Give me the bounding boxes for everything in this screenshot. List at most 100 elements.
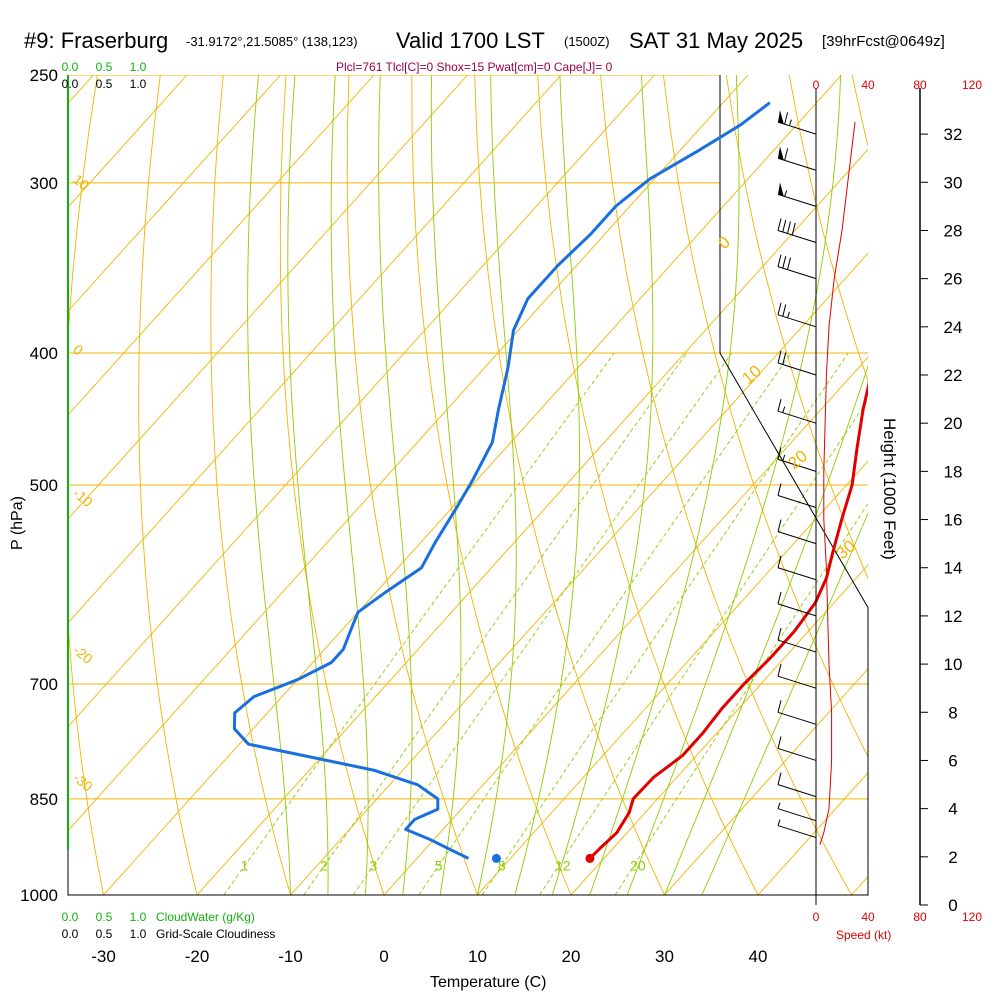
wind-barb (777, 110, 817, 135)
wind-barb-feather (777, 736, 782, 749)
wind-barb-feather (782, 304, 787, 317)
wind-barb-feather (777, 483, 782, 496)
mixing-ratio-label: 2 (320, 858, 328, 874)
wind-barb (777, 447, 817, 472)
pressure-tick-label: 500 (30, 476, 58, 495)
wind-barb-staff (777, 711, 817, 725)
pressure-tick-label: 1000 (20, 886, 58, 905)
wind-barb-staff (777, 362, 817, 376)
mixing-ratio-line (614, 502, 868, 895)
height-tick-label: 10 (944, 655, 963, 674)
pressure-tick-label: 850 (30, 790, 58, 809)
y-axis-label: P (hPa) (9, 496, 26, 550)
height-tick-label: 18 (944, 462, 963, 481)
wind-speed-tick-bottom: 40 (861, 910, 875, 924)
wind-speed-tick-bottom: 80 (913, 910, 927, 924)
wind-barb (777, 483, 817, 508)
wind-barb-feather (777, 302, 782, 315)
mixing-ratio-label: 5 (435, 858, 443, 874)
temperature-line (588, 381, 868, 860)
wind-barb-feather (777, 664, 782, 677)
wind-barb-staff (777, 603, 817, 617)
wind-speed-tick-top: 40 (861, 78, 875, 92)
chart-title-coords: -31.9172°,21.5085° (138,123) (186, 34, 358, 49)
wind-barb-pennant (778, 182, 784, 197)
x-tick-label: 0 (379, 947, 388, 966)
wind-speed-profile (819, 121, 856, 845)
dry-adiabat-line (725, 75, 868, 580)
wind-speed-label: Speed (kt) (836, 928, 891, 942)
chart-title-date: SAT 31 May 2025 (629, 28, 803, 53)
wind-barb-feather (784, 148, 789, 161)
wind-speed-tick-top: 120 (962, 78, 982, 92)
mixing-ratio-line (418, 352, 792, 895)
pressure-tick-label: 250 (30, 66, 58, 85)
wind-barb-feather (777, 772, 782, 785)
x-axis-label: Temperature (C) (430, 974, 546, 991)
wind-barb-staff (777, 639, 817, 653)
wind-barb-feather (777, 447, 782, 460)
isotherm-line (851, 875, 868, 895)
cloud-water-label: CloudWater (g/Kg) (156, 910, 255, 924)
wind-barb-half-feather (788, 119, 792, 126)
wind-barb-half-feather (782, 406, 786, 413)
wind-barb (777, 736, 817, 761)
height-tick-label: 12 (944, 607, 963, 626)
height-tick-label: 28 (944, 221, 963, 240)
cloud-water-tick-bottom: 0.0 (62, 910, 79, 924)
wind-barb-staff (777, 314, 817, 328)
dry-adiabat-line (537, 75, 759, 895)
dry-adiabat-line (788, 75, 868, 383)
wind-barb-feather (777, 591, 782, 605)
wind-barb (777, 254, 817, 280)
wind-barb (777, 519, 817, 545)
x-tick-label: -20 (185, 947, 210, 966)
wind-barb-staff (777, 157, 817, 171)
chart-title-station: #9: Fraserburg (24, 28, 168, 53)
pressure-tick-label: 300 (30, 174, 58, 193)
cloudiness-tick-top: 1.0 (130, 77, 147, 91)
wind-barb-feather (777, 555, 782, 568)
moist-adiabat-line (287, 75, 329, 895)
height-tick-label: 22 (944, 366, 963, 385)
wind-barb-feather (777, 254, 782, 267)
x-tick-label: 40 (749, 947, 768, 966)
height-tick-label: 6 (948, 751, 957, 770)
moist-adiabat-line (430, 75, 462, 895)
mixing-ratio-label: 20 (630, 858, 646, 874)
mixing-ratio-label: 3 (369, 858, 377, 874)
isotherm-line (68, 75, 281, 312)
background-lines (68, 75, 868, 895)
surface-temperature-dot (585, 853, 595, 863)
cloudiness-tick-bottom: 1.0 (130, 927, 147, 941)
wind-barb-staff (777, 266, 817, 280)
cloudiness-tick-bottom: 0.5 (96, 927, 113, 941)
height-tick-label: 24 (944, 318, 963, 337)
mixing-ratio-label: 12 (555, 858, 571, 874)
moist-adiabat-line (378, 75, 413, 895)
wind-barb-feather (782, 352, 787, 365)
wind-barb-staff (777, 825, 817, 839)
dry-adiabat-label: 0 (70, 341, 86, 358)
cloud-water-tick-top: 1.0 (130, 60, 147, 74)
wind-barb-pennant (778, 110, 784, 124)
dry-adiabat-line (474, 75, 665, 895)
chart-labels: 1 2 3 5 8 12 202503004005007008501000100-10-20… (20, 60, 982, 966)
wind-barb (777, 664, 817, 689)
dry-adiabat-label: -20 (70, 642, 96, 667)
height-tick-label: 32 (944, 125, 963, 144)
dry-adiabat-line (138, 75, 198, 895)
wind-barb-feather (787, 221, 791, 234)
height-tick-label: 20 (944, 414, 963, 433)
height-tick-label: 30 (944, 173, 963, 192)
wind-barb-feather (782, 219, 787, 233)
wind-barb (777, 218, 817, 243)
pressure-tick-label: 700 (30, 675, 58, 694)
moist-adiabat-line (477, 75, 517, 895)
wind-barb-feather (777, 218, 782, 231)
isotherm-label: 0 (714, 232, 733, 253)
wind-barb-staff (777, 410, 817, 424)
dry-adiabat-line (68, 75, 104, 895)
dry-adiabat-line (411, 75, 572, 895)
